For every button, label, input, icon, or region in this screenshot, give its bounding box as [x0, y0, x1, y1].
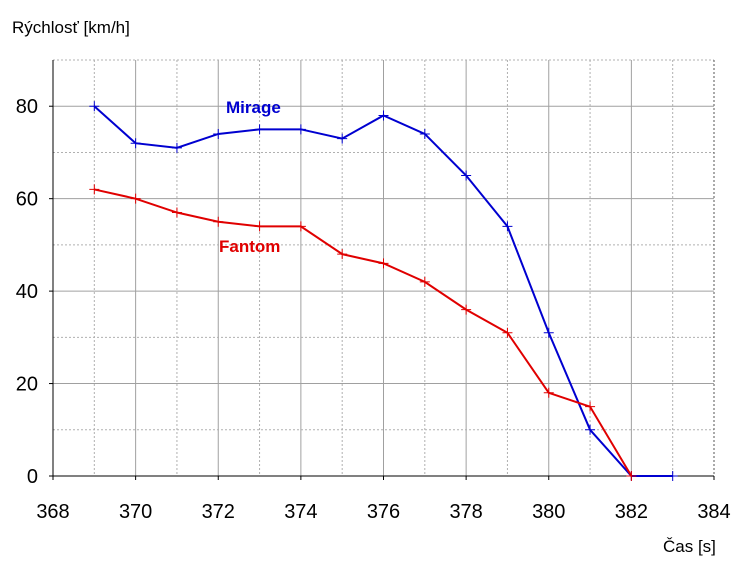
data-point-fantom — [337, 249, 348, 260]
data-point-mirage — [295, 124, 306, 135]
x-tick-label: 374 — [284, 501, 317, 523]
data-point-mirage — [337, 133, 348, 144]
data-point-mirage — [461, 170, 472, 181]
data-point-fantom — [461, 304, 472, 315]
x-tick-label: 370 — [119, 501, 152, 523]
axes — [49, 60, 715, 480]
x-tick-label: 376 — [367, 501, 400, 523]
x-tick-label: 368 — [36, 501, 69, 523]
tick-labels: 0 20 40 60 80 368 370 372 374 376 378 380 382 384 — [16, 96, 731, 523]
series — [89, 101, 678, 481]
data-point-fantom — [254, 221, 265, 232]
series-label-fantom: Fantom — [219, 237, 280, 256]
data-point-mirage — [89, 101, 100, 112]
x-tick-label: 382 — [615, 501, 648, 523]
y-tick-label: 0 — [27, 466, 38, 488]
x-tick-label: 380 — [532, 501, 565, 523]
data-point-fantom — [626, 471, 637, 481]
series-label-mirage: Mirage — [226, 98, 281, 117]
x-tick-label: 384 — [697, 501, 730, 523]
y-tick-label: 80 — [16, 96, 38, 118]
data-point-fantom — [543, 387, 554, 398]
y-tick-label: 40 — [16, 281, 38, 303]
data-point-mirage — [130, 138, 141, 149]
y-tick-label: 20 — [16, 374, 38, 396]
data-point-fantom — [378, 258, 389, 269]
x-tick-label: 378 — [449, 501, 482, 523]
series-labels: Mirage Fantom — [219, 98, 281, 256]
data-point-mirage — [254, 124, 265, 135]
data-point-mirage — [543, 327, 554, 338]
data-point-fantom — [213, 216, 224, 227]
x-tick-label: 372 — [202, 501, 235, 523]
y-axis-label: Rýchlosť [km/h] — [12, 18, 130, 37]
data-point-mirage — [378, 110, 389, 121]
data-point-fantom — [89, 184, 100, 195]
data-point-fantom — [502, 327, 513, 338]
data-point-mirage — [502, 221, 513, 232]
data-point-mirage — [213, 128, 224, 139]
x-axis-label: Čas [s] — [663, 537, 716, 556]
data-point-fantom — [585, 401, 596, 412]
data-point-fantom — [295, 221, 306, 232]
series-line-fantom — [94, 188, 633, 477]
data-point-fantom — [171, 207, 182, 218]
data-point-fantom — [419, 276, 430, 287]
data-point-fantom — [130, 193, 141, 204]
y-tick-label: 60 — [16, 189, 38, 211]
data-point-mirage — [419, 128, 430, 139]
data-point-mirage — [171, 142, 182, 153]
data-point-mirage — [585, 424, 596, 435]
data-point-mirage — [667, 471, 678, 481]
